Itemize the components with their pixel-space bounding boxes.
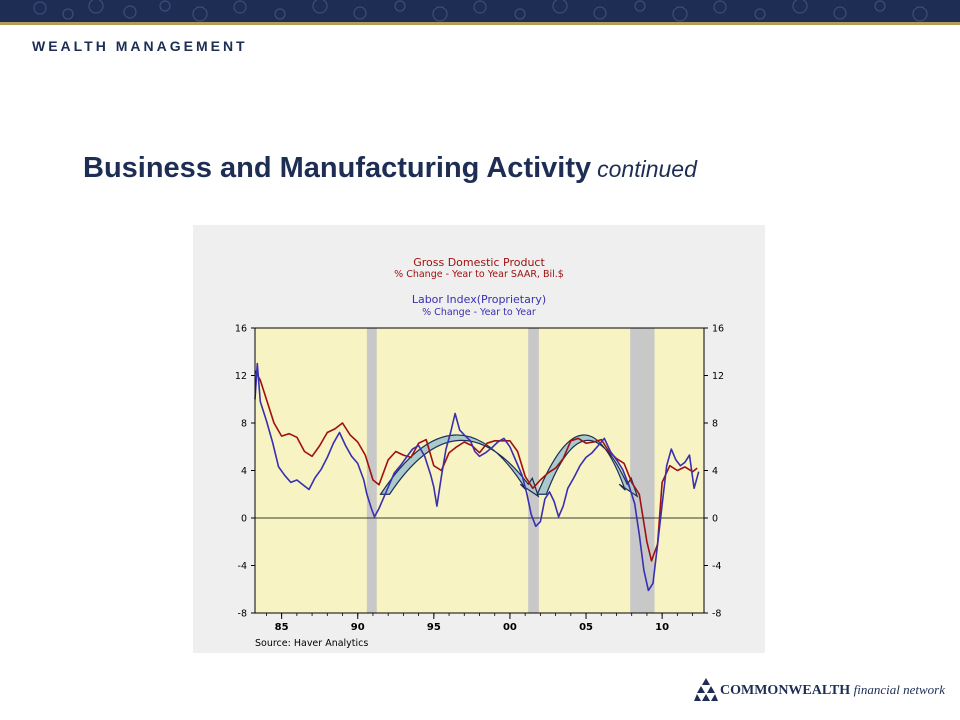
header-gold-rule bbox=[0, 22, 960, 25]
y-tick-label-right: -8 bbox=[712, 609, 721, 620]
y-tick-label-right: 0 bbox=[712, 514, 718, 525]
y-tick-label-right: 12 bbox=[712, 371, 724, 382]
header-band bbox=[0, 0, 960, 22]
y-tick-label-right: 4 bbox=[712, 466, 718, 477]
y-tick-label-left: 16 bbox=[235, 324, 247, 335]
slide-title-main: Business and Manufacturing Activity bbox=[83, 152, 592, 184]
recession-band bbox=[630, 328, 655, 613]
y-tick-label-left: 12 bbox=[235, 371, 247, 382]
y-tick-label-right: 16 bbox=[712, 324, 724, 335]
company-logo: COMMONWEALTH financial network bbox=[694, 677, 945, 705]
y-tick-label-left: -4 bbox=[238, 561, 247, 572]
chart-title-line: % Change - Year to Year SAAR, Bil.$ bbox=[394, 269, 564, 280]
logo-tagline: financial network bbox=[853, 682, 946, 697]
y-tick-label-right: -4 bbox=[712, 561, 721, 572]
slide-title-suffix: continued bbox=[597, 156, 697, 182]
logo-name: COMMONWEALTH bbox=[720, 683, 851, 698]
y-tick-label-left: 0 bbox=[241, 514, 247, 525]
y-tick-label-right: 8 bbox=[712, 419, 718, 430]
chart-title-line: Labor Index(Proprietary) bbox=[412, 293, 546, 306]
x-tick-label: 10 bbox=[655, 622, 669, 633]
chart-title-line: Gross Domestic Product bbox=[413, 256, 545, 269]
brand-text: WEALTH MANAGEMENT bbox=[32, 38, 248, 54]
series-line bbox=[254, 362, 700, 592]
plot-area bbox=[255, 328, 704, 613]
logo-wordmark: COMMONWEALTH financial network bbox=[720, 682, 945, 699]
recession-band bbox=[366, 328, 377, 613]
curved-arrow-icon bbox=[379, 434, 540, 498]
x-tick-label: 00 bbox=[503, 622, 517, 633]
series-lines bbox=[254, 362, 700, 592]
source-note: Source: Haver Analytics bbox=[255, 638, 368, 649]
header-pattern bbox=[33, 0, 928, 22]
x-tick-label: 85 bbox=[275, 622, 289, 633]
chart-panel: Gross Domestic Product% Change - Year to… bbox=[193, 225, 765, 653]
logo-mark-icon bbox=[694, 678, 718, 701]
chart-title-line: % Change - Year to Year bbox=[422, 307, 536, 318]
y-tick-label-left: -8 bbox=[238, 609, 247, 620]
y-tick-label-left: 8 bbox=[241, 419, 247, 430]
x-tick-label: 95 bbox=[427, 622, 441, 633]
x-tick-label: 90 bbox=[351, 622, 365, 633]
recession-band bbox=[528, 328, 539, 613]
y-tick-label-left: 4 bbox=[241, 466, 247, 477]
series-line bbox=[254, 370, 698, 562]
slide-title: Business and Manufacturing Activity conti… bbox=[83, 152, 697, 185]
gdp-labor-chart: Gross Domestic Product% Change - Year to… bbox=[235, 256, 724, 649]
x-tick-label: 05 bbox=[579, 622, 593, 633]
chart-titles: Gross Domestic Product% Change - Year to… bbox=[394, 256, 564, 318]
recession-bands bbox=[366, 328, 655, 613]
